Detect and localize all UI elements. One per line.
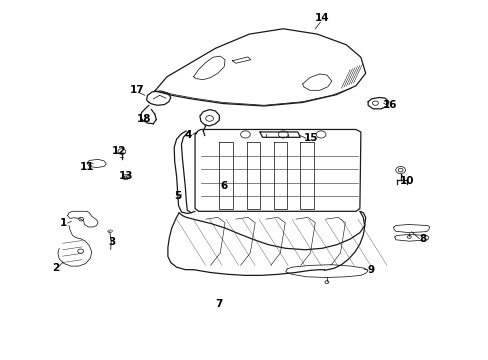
Text: 15: 15 bbox=[304, 133, 318, 143]
Text: 5: 5 bbox=[174, 191, 181, 201]
Text: 16: 16 bbox=[382, 100, 396, 109]
Text: 18: 18 bbox=[137, 114, 151, 124]
Text: 13: 13 bbox=[119, 171, 133, 181]
Text: 3: 3 bbox=[108, 237, 115, 247]
Text: 12: 12 bbox=[112, 146, 126, 156]
Text: 8: 8 bbox=[418, 234, 426, 244]
Text: 6: 6 bbox=[220, 181, 227, 191]
Text: 2: 2 bbox=[52, 263, 59, 273]
Text: 7: 7 bbox=[215, 299, 223, 309]
Text: 14: 14 bbox=[314, 13, 329, 23]
Text: 11: 11 bbox=[80, 162, 94, 172]
Text: 4: 4 bbox=[184, 130, 192, 140]
Text: 17: 17 bbox=[129, 85, 144, 95]
Text: 10: 10 bbox=[399, 176, 414, 186]
Text: 9: 9 bbox=[367, 265, 374, 275]
Text: 1: 1 bbox=[60, 219, 67, 228]
